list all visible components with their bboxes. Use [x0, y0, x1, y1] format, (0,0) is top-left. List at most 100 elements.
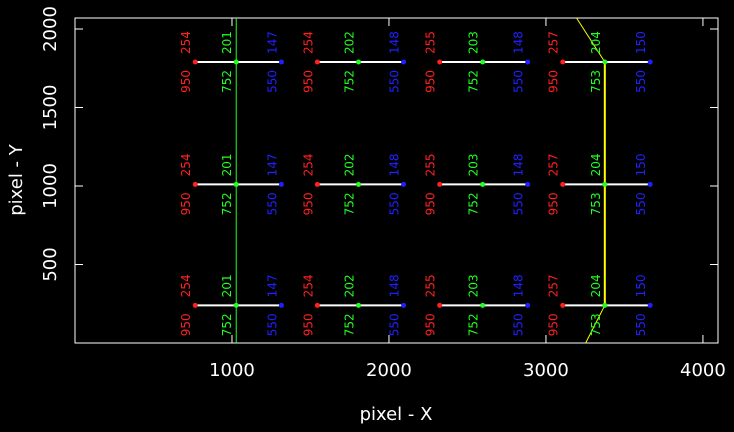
- point: [602, 302, 608, 308]
- point-label-bottom: 550: [512, 70, 526, 93]
- point: [437, 181, 443, 187]
- point-label-top: 148: [388, 154, 402, 177]
- point-label-top: 255: [424, 154, 438, 177]
- point-label-bottom: 550: [388, 70, 402, 93]
- point-label-bottom: 950: [547, 192, 561, 215]
- point-label-bottom: 550: [388, 313, 402, 336]
- point-label-top: 148: [512, 274, 526, 297]
- point: [314, 59, 320, 65]
- point-label-top: 148: [388, 274, 402, 297]
- point: [314, 302, 320, 308]
- point-label-bottom: 950: [301, 70, 315, 93]
- point-label-top: 202: [343, 31, 357, 54]
- point: [480, 302, 486, 308]
- point-label-bottom: 950: [301, 313, 315, 336]
- y-tick-label: 1000: [40, 163, 61, 209]
- point-label-bottom: 752: [220, 70, 234, 93]
- point-label-top: 150: [634, 274, 648, 297]
- point-label-top: 257: [547, 31, 561, 54]
- point-label-bottom: 550: [634, 313, 648, 336]
- point: [278, 181, 284, 187]
- point-label-bottom: 950: [179, 70, 193, 93]
- point: [602, 59, 608, 65]
- point-label-bottom: 752: [343, 192, 357, 215]
- point-label-bottom: 950: [301, 192, 315, 215]
- point: [401, 59, 407, 65]
- point: [647, 181, 653, 187]
- point-label-top: 203: [467, 154, 481, 177]
- point-label-top: 254: [301, 154, 315, 177]
- point-label-top: 254: [301, 31, 315, 54]
- point-label-top: 204: [589, 154, 603, 177]
- point-label-bottom: 950: [424, 192, 438, 215]
- point: [233, 302, 239, 308]
- point-label-top: 148: [512, 154, 526, 177]
- point-label-bottom: 753: [589, 192, 603, 215]
- point: [192, 181, 198, 187]
- point-label-bottom: 752: [220, 313, 234, 336]
- point-label-top: 254: [179, 274, 193, 297]
- point-label-bottom: 753: [589, 70, 603, 93]
- point-label-top: 147: [265, 274, 279, 297]
- point: [560, 302, 566, 308]
- point-label-bottom: 550: [388, 192, 402, 215]
- point: [647, 302, 653, 308]
- point-label-bottom: 752: [467, 70, 481, 93]
- point-label-top: 147: [265, 31, 279, 54]
- y-tick-label: 1500: [40, 85, 61, 131]
- point: [480, 59, 486, 65]
- point-label-bottom: 550: [512, 192, 526, 215]
- y-tick-label: 2000: [40, 6, 61, 52]
- point-label-top: 203: [467, 31, 481, 54]
- point: [525, 181, 531, 187]
- point-label-bottom: 752: [467, 313, 481, 336]
- point: [525, 59, 531, 65]
- plot-frame: [74, 17, 719, 344]
- point-label-top: 203: [467, 274, 481, 297]
- point: [560, 181, 566, 187]
- point-label-bottom: 950: [424, 313, 438, 336]
- point-label-top: 202: [343, 274, 357, 297]
- point-label-top: 150: [634, 154, 648, 177]
- point-label-bottom: 752: [343, 313, 357, 336]
- point-label-top: 150: [634, 31, 648, 54]
- point-label-bottom: 753: [589, 313, 603, 336]
- point-label-top: 254: [301, 274, 315, 297]
- point-label-bottom: 752: [220, 192, 234, 215]
- point: [314, 181, 320, 187]
- point: [602, 181, 608, 187]
- point-label-bottom: 550: [265, 313, 279, 336]
- point-label-top: 204: [589, 31, 603, 54]
- x-tick-label: 1000: [209, 360, 255, 381]
- point-label-top: 147: [265, 154, 279, 177]
- point: [647, 59, 653, 65]
- point-label-top: 257: [547, 154, 561, 177]
- point-label-top: 201: [220, 274, 234, 297]
- y-tick-label: 500: [40, 247, 61, 281]
- point-label-bottom: 550: [634, 70, 648, 93]
- point: [356, 302, 362, 308]
- point-label-top: 201: [220, 154, 234, 177]
- point-label-bottom: 950: [547, 70, 561, 93]
- point-label-bottom: 950: [179, 313, 193, 336]
- point: [525, 302, 531, 308]
- point-label-top: 148: [388, 31, 402, 54]
- point: [278, 302, 284, 308]
- point-label-bottom: 950: [547, 313, 561, 336]
- guide-line: [576, 17, 606, 63]
- point: [401, 181, 407, 187]
- point: [278, 59, 284, 65]
- point: [401, 302, 407, 308]
- point: [233, 181, 239, 187]
- x-tick-label: 3000: [523, 360, 569, 381]
- guide-line: [585, 305, 606, 344]
- point-label-top: 255: [424, 31, 438, 54]
- point-label-bottom: 950: [179, 192, 193, 215]
- point-label-top: 201: [220, 31, 234, 54]
- point-label-top: 255: [424, 274, 438, 297]
- point: [356, 59, 362, 65]
- x-tick-label: 2000: [366, 360, 412, 381]
- point-label-bottom: 550: [634, 192, 648, 215]
- point-label-bottom: 752: [343, 70, 357, 93]
